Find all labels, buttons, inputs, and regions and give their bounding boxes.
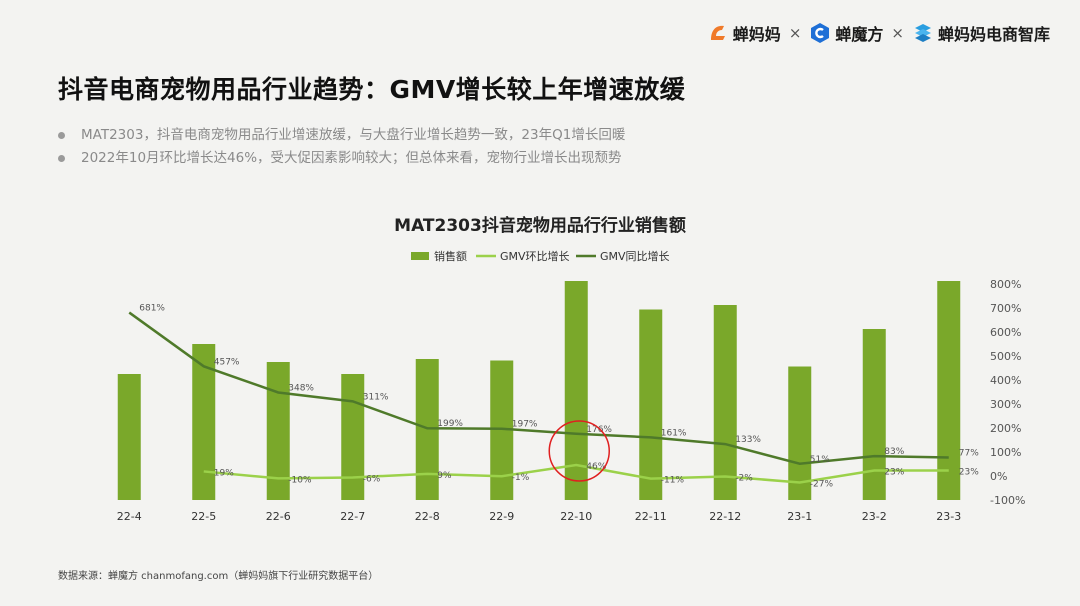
bar-22-5 bbox=[192, 344, 216, 500]
legend-label-2: GMV同比增长 bbox=[600, 249, 670, 263]
y-tick-label: 200% bbox=[990, 422, 1021, 435]
y-tick-label: 0% bbox=[990, 470, 1007, 483]
bar-23-3 bbox=[937, 281, 961, 500]
mom-data-label: -2% bbox=[735, 473, 753, 483]
mom-data-label: 19% bbox=[214, 468, 234, 478]
bar-22-11 bbox=[639, 309, 663, 500]
x-tick-label: 22-8 bbox=[415, 510, 440, 523]
mom-data-label: -27% bbox=[810, 479, 834, 489]
y-tick-label: -100% bbox=[990, 494, 1025, 507]
x-tick-label: 22-5 bbox=[191, 510, 216, 523]
y-tick-label: 800% bbox=[990, 278, 1021, 291]
mom-data-label: -1% bbox=[512, 473, 530, 483]
zhiku-logo-icon bbox=[914, 24, 931, 42]
yoy-data-label: 197% bbox=[512, 420, 538, 430]
legend-label-0: 销售额 bbox=[434, 249, 467, 263]
yoy-data-label: 77% bbox=[959, 449, 979, 459]
x-tick-label: 22-9 bbox=[489, 510, 514, 523]
yoy-data-label: 681% bbox=[139, 304, 165, 314]
y-tick-label: 400% bbox=[990, 374, 1021, 387]
chanmofang-logo-icon bbox=[811, 23, 830, 43]
highlight-circle bbox=[548, 420, 610, 482]
bullet-text: 2022年10月环比增长达46%，受大促因素影响较大；但总体来看，宠物行业增长出… bbox=[81, 150, 622, 166]
y-tick-label: 100% bbox=[990, 446, 1021, 459]
brand-separator-2: × bbox=[891, 24, 904, 42]
bullet-item: 2022年10月环比增长达46%，受大促因素影响较大；但总体来看，宠物行业增长出… bbox=[58, 147, 625, 170]
y-tick-label: 600% bbox=[990, 326, 1021, 339]
bar-22-6 bbox=[266, 362, 290, 500]
yoy-line bbox=[128, 311, 949, 466]
yoy-data-label: 199% bbox=[437, 419, 463, 429]
brand-separator: × bbox=[788, 24, 802, 42]
yoy-data-label: 83% bbox=[884, 447, 904, 457]
legend-label-1: GMV环比增长 bbox=[500, 249, 570, 263]
brand-zhiku: 蝉妈妈电商智库 bbox=[912, 21, 1050, 45]
page-title: 抖音电商宠物用品行业趋势：GMV增长较上年增速放缓 bbox=[58, 75, 686, 104]
bullet-dot bbox=[58, 155, 65, 162]
mom-data-label: 23% bbox=[959, 467, 979, 477]
bullet-dot bbox=[58, 132, 65, 139]
bar-22-7 bbox=[341, 374, 365, 500]
yoy-data-label: 133% bbox=[735, 435, 761, 445]
chanmama-logo-icon bbox=[710, 25, 725, 40]
y-tick-label: 300% bbox=[990, 398, 1021, 411]
bar-23-1 bbox=[788, 366, 812, 500]
yoy-data-label: 176% bbox=[586, 425, 612, 435]
brand-zhiku-label: 蝉妈妈电商智库 bbox=[937, 25, 1050, 44]
mom-data-label: 23% bbox=[884, 467, 904, 477]
legend-swatch-0 bbox=[411, 252, 429, 260]
y-tick-label: 700% bbox=[990, 302, 1021, 315]
bar-22-8 bbox=[415, 359, 439, 500]
yoy-data-label: 348% bbox=[288, 383, 314, 393]
brand-chanmofang-label: 蝉魔方 bbox=[835, 25, 884, 44]
x-tick-label: 22-12 bbox=[709, 510, 741, 523]
bullet-item: MAT2303，抖音电商宠物用品行业增速放缓，与大盘行业增长趋势一致，23年Q1… bbox=[58, 124, 625, 147]
x-tick-label: 22-10 bbox=[560, 510, 592, 523]
mom-line bbox=[203, 463, 949, 484]
bar-23-2 bbox=[862, 329, 886, 500]
x-tick-label: 22-11 bbox=[635, 510, 667, 523]
x-tick-label: 23-3 bbox=[936, 510, 961, 523]
mom-data-label: -6% bbox=[363, 474, 381, 484]
bar-22-12 bbox=[713, 305, 737, 500]
bar-22-10 bbox=[564, 281, 588, 500]
yoy-data-label: 457% bbox=[214, 357, 240, 367]
brand-chanmama: 蝉妈妈 bbox=[707, 21, 781, 45]
chart-title: MAT2303抖音宠物用品行行业销售额 bbox=[394, 215, 686, 236]
bar-22-9 bbox=[490, 360, 514, 500]
mom-data-label: -10% bbox=[288, 475, 312, 485]
mom-data-label: -11% bbox=[661, 476, 685, 486]
x-tick-label: 23-1 bbox=[787, 510, 812, 523]
mom-data-label: 9% bbox=[437, 471, 452, 481]
summary-bullets: MAT2303，抖音电商宠物用品行业增速放缓，与大盘行业增长趋势一致，23年Q1… bbox=[58, 124, 625, 170]
yoy-data-label: 51% bbox=[810, 455, 830, 465]
bar-22-4 bbox=[117, 374, 141, 500]
y-tick-label: 500% bbox=[990, 350, 1021, 363]
x-tick-label: 22-6 bbox=[266, 510, 291, 523]
brand-chanmofang: 蝉魔方 bbox=[809, 21, 883, 45]
brand-chanmama-label: 蝉妈妈 bbox=[732, 25, 781, 44]
bullet-text: MAT2303，抖音电商宠物用品行业增速放缓，与大盘行业增长趋势一致，23年Q1… bbox=[81, 127, 626, 143]
x-tick-label: 22-7 bbox=[340, 510, 365, 523]
brand-bar: 蝉妈妈 × 蝉魔方 × 蝉妈妈电商智库 bbox=[707, 18, 1050, 48]
yoy-data-label: 161% bbox=[661, 428, 687, 438]
mom-data-label: 46% bbox=[586, 462, 606, 472]
x-tick-label: 23-2 bbox=[862, 510, 887, 523]
yoy-data-label: 311% bbox=[363, 392, 389, 402]
x-tick-label: 22-4 bbox=[117, 510, 142, 523]
data-source-note: 数据来源：蝉魔方 chanmofang.com（蝉妈妈旗下行业研究数据平台） bbox=[58, 571, 379, 582]
